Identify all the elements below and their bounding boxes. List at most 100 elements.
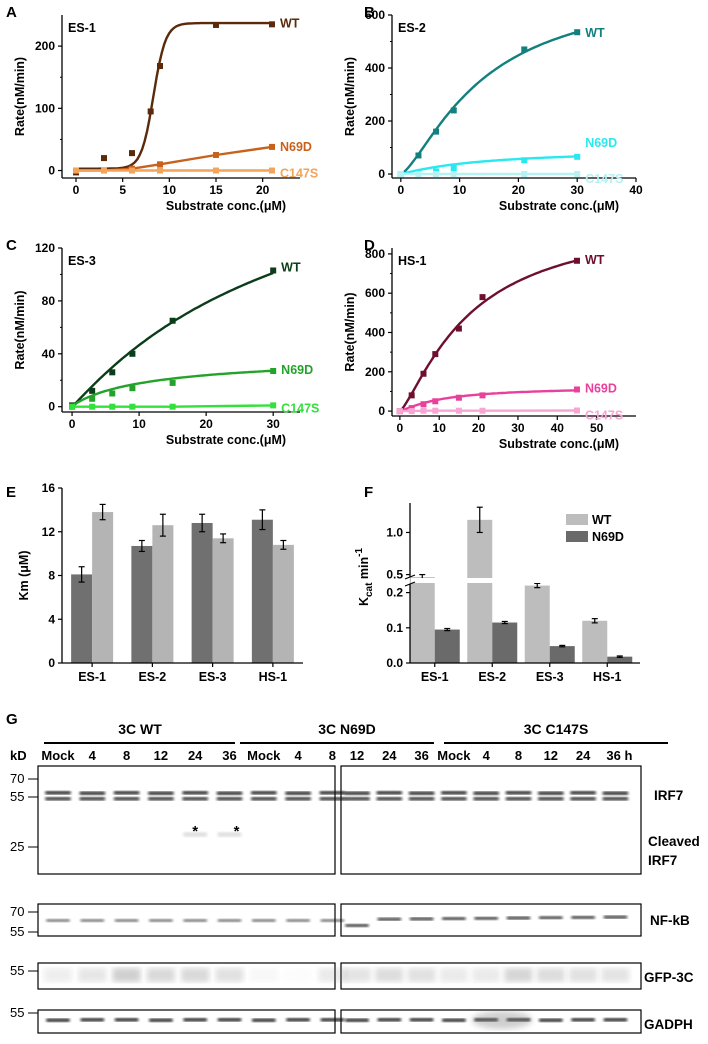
x-tick-label: 10 — [132, 417, 146, 431]
irf7-band — [505, 797, 532, 801]
gfp-band — [504, 968, 533, 982]
axis-break-band — [411, 578, 641, 583]
x-tick-label: 30 — [571, 183, 585, 197]
gapdh-smear — [472, 1011, 532, 1029]
data-point — [432, 407, 439, 414]
x-tick-label: 50 — [590, 421, 604, 435]
data-point — [69, 403, 76, 410]
series-line-wt — [76, 21, 272, 170]
data-point — [415, 171, 422, 178]
lane-label: Mock — [437, 748, 471, 763]
axis-break-mark — [404, 581, 416, 587]
data-point — [157, 63, 163, 70]
data-point — [573, 407, 580, 414]
bar-n69d — [607, 656, 633, 663]
data-point — [408, 408, 415, 415]
y-tick-label: 400 — [365, 325, 385, 339]
bar-n69d — [272, 544, 294, 663]
gfp-band — [375, 968, 404, 982]
irf7-band — [319, 797, 346, 801]
bar-wt — [409, 577, 435, 663]
gfp-band — [78, 968, 107, 982]
data-point — [396, 408, 403, 415]
data-point — [270, 402, 277, 409]
series-label-n69d: N69D — [585, 381, 617, 395]
irf7-band — [45, 797, 71, 801]
data-point — [432, 351, 439, 358]
y-tick-label: 200 — [35, 39, 55, 53]
series-line-wt — [400, 30, 578, 176]
data-point — [89, 403, 96, 410]
data-point — [397, 171, 404, 178]
data-point — [521, 157, 528, 164]
legend-label-n69d: N69D — [592, 530, 624, 544]
y-axis-title: Kcat min-1 — [354, 548, 375, 607]
lane-label: Mock — [247, 748, 281, 763]
bar-n69d — [92, 512, 114, 663]
series-line-wt — [399, 259, 578, 412]
y-tick-label: 400 — [365, 61, 385, 75]
data-point — [169, 317, 176, 324]
label-cleaved: Cleaved — [648, 834, 700, 849]
irf7-band — [602, 791, 629, 795]
nfkb-band — [377, 917, 402, 921]
gfp-band — [44, 968, 72, 982]
bar-wt — [191, 523, 213, 663]
x-tick-label: 30 — [267, 417, 281, 431]
inset-title: HS-1 — [398, 254, 427, 268]
y-axis-title: Rate(nM/min) — [343, 57, 357, 136]
irf7-band — [216, 797, 243, 801]
nfkb-band — [345, 924, 369, 927]
data-point — [213, 151, 219, 158]
irf7-band — [537, 797, 564, 801]
y-tick-label: 120 — [35, 241, 55, 255]
y-tick-label: 600 — [365, 8, 385, 22]
x-tick-label: 20 — [512, 183, 526, 197]
y-tick-label: 16 — [42, 481, 56, 495]
data-point — [415, 152, 422, 159]
data-point — [73, 167, 79, 174]
x-tick-label: ES-2 — [478, 670, 506, 684]
lane-label: 36 h — [606, 748, 632, 763]
gapdh-band — [409, 1018, 434, 1022]
gapdh-band — [251, 1018, 276, 1022]
x-axis-title: Substrate conc.(μM) — [499, 437, 619, 451]
x-tick-label: 10 — [163, 183, 177, 197]
mw-marker: 55 — [10, 924, 24, 939]
irf7-band — [440, 797, 467, 801]
panel-letter-e: E — [6, 484, 16, 501]
data-point — [455, 325, 462, 332]
series-line-c147s — [72, 404, 274, 408]
lane-label: Mock — [41, 748, 75, 763]
bar-wt — [71, 574, 93, 663]
data-point — [169, 403, 176, 410]
y-tick-label: 0.1 — [386, 621, 403, 635]
data-point — [213, 21, 219, 28]
y-tick-label: 100 — [35, 101, 55, 115]
data-point — [450, 171, 457, 178]
x-tick-label: 15 — [209, 183, 223, 197]
bar-wt — [131, 545, 153, 663]
data-point — [101, 155, 107, 162]
series-label-wt: WT — [585, 26, 605, 40]
lane-label: 4 — [89, 748, 97, 763]
nfkb-band — [474, 916, 499, 920]
gfp-band — [318, 968, 347, 982]
gfp-band — [601, 968, 630, 982]
irf7-band — [570, 791, 597, 795]
panel-letter-a: A — [6, 4, 17, 21]
data-point — [101, 167, 107, 174]
data-point — [479, 392, 486, 399]
axis-break-mark — [404, 574, 416, 580]
x-tick-label: HS-1 — [593, 670, 622, 684]
mw-marker: 70 — [10, 904, 24, 919]
bar-wt — [251, 519, 273, 663]
nfkb-band — [46, 919, 70, 922]
data-point — [270, 267, 277, 274]
nfkb-band — [538, 916, 563, 920]
data-point — [109, 369, 116, 376]
y-tick-label: 0 — [378, 167, 385, 181]
gapdh-band — [183, 1018, 208, 1022]
x-tick-label: ES-1 — [421, 670, 449, 684]
mw-marker: 25 — [10, 839, 24, 854]
